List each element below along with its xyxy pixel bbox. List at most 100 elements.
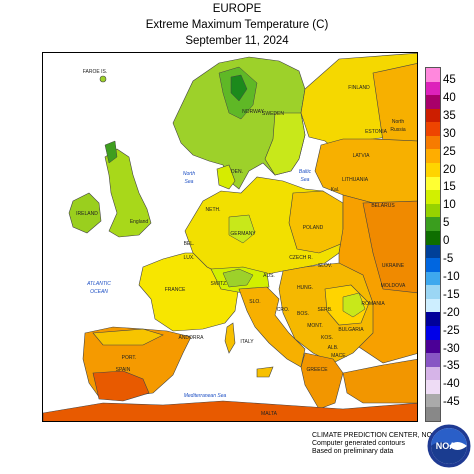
region-east-hot (362, 200, 417, 294)
legend-tick-label: 25 (443, 145, 456, 158)
legend-swatch (426, 163, 440, 178)
legend-tick-label: 20 (443, 163, 456, 176)
country-label: North (392, 119, 404, 125)
country-label: BULGARIA (338, 327, 364, 333)
legend-tick-label: 35 (443, 109, 456, 122)
legend-tick-label: -25 (443, 324, 460, 337)
country-label: BOS. (297, 311, 309, 317)
region-north-africa (43, 400, 417, 421)
country-label: GREECE (306, 367, 328, 373)
legend-swatch (426, 393, 440, 408)
legend-tick-label: -35 (443, 360, 460, 373)
region-russia-north (372, 63, 417, 144)
country-label: SPAIN (116, 367, 131, 373)
country-label: NORWAY (242, 109, 265, 115)
region-baltics (314, 138, 417, 204)
country-label: ANDORRA (178, 335, 204, 341)
sea-label: Baltic (299, 169, 312, 175)
region-iberia-north (92, 328, 164, 346)
legend-swatch (426, 366, 440, 381)
country-label: ALB. (328, 345, 339, 351)
country-label: ITALY (240, 339, 254, 345)
legend-tick-label: -10 (443, 270, 460, 283)
country-label: LITHUANIA (342, 177, 369, 183)
legend-swatch (426, 190, 440, 205)
country-label: SLOV. (318, 263, 332, 269)
country-label: MACE. (331, 353, 347, 359)
country-label: BEL. (184, 241, 195, 247)
country-label: BELARUS (371, 203, 395, 209)
legend-swatch (426, 122, 440, 137)
legend-swatch (426, 217, 440, 232)
legend-swatch (426, 407, 440, 422)
country-label: ESTONIA (365, 129, 388, 135)
region-greece (300, 352, 344, 410)
country-label: AUS. (263, 273, 275, 279)
legend-swatch (426, 312, 440, 327)
country-label: MALTA (261, 411, 278, 417)
region-denmark (216, 164, 236, 190)
country-label: IRELAND (76, 211, 98, 217)
legend-swatch (426, 353, 440, 368)
legend-swatch (426, 135, 440, 150)
region-britain (104, 148, 152, 238)
map-title: Extreme Maximum Temperature (C) (145, 19, 329, 31)
color-legend (425, 67, 441, 422)
country-label: SLO. (249, 299, 260, 305)
legend-swatch (426, 285, 440, 300)
legend-tick-label: 0 (443, 235, 450, 248)
country-label: HUNG. (297, 285, 313, 291)
legend-tick-label: 45 (443, 74, 456, 86)
legend-swatch (426, 108, 440, 123)
country-label: SWEDEN (262, 111, 284, 117)
region-italy (238, 286, 306, 368)
patch-carpathian (342, 292, 366, 318)
legend-tick-label: 40 (443, 91, 456, 104)
patch-scotland (104, 140, 118, 164)
region-iberia-hot (92, 370, 150, 402)
legend-tick-label: -30 (443, 342, 460, 355)
sea-label: Mediterranean Sea (184, 393, 227, 399)
legend-swatch (426, 271, 440, 286)
legend-swatch (426, 81, 440, 96)
legend-swatch (426, 203, 440, 218)
sea-label: Sea (185, 179, 194, 185)
legend-swatch (426, 95, 440, 110)
cool-patches (104, 66, 366, 318)
map-region-title: EUROPE (212, 3, 262, 15)
country-label: CZECH R. (289, 255, 313, 261)
region-poland (288, 190, 344, 254)
legend-tick-label: 15 (443, 181, 456, 194)
legend-swatch (426, 325, 440, 341)
footer-source: CLIMATE PREDICTION CENTER, NOAA (312, 432, 442, 439)
legend-tick-label: -40 (443, 378, 460, 391)
region-ireland (68, 192, 102, 234)
sea-label: North (183, 171, 195, 177)
footer-note: Computer generated contours (312, 440, 405, 447)
country-label: MONT. (307, 323, 323, 329)
country-label: KOS. (321, 335, 333, 341)
legend-swatch (426, 149, 440, 164)
legend-swatch (426, 339, 440, 354)
region-faroe (99, 75, 107, 83)
country-label: MOLDOVA (381, 283, 406, 289)
legend-tick-label: -5 (443, 253, 454, 265)
region-islands (224, 322, 274, 378)
noaa-logo-text: NOAA (436, 441, 463, 451)
country-label: LATVIA (353, 153, 371, 159)
country-label: Kal. (331, 187, 340, 193)
legend-tick-label: -15 (443, 288, 460, 301)
country-label: ROMANIA (361, 301, 385, 307)
map-date: September 11, 2024 (185, 35, 289, 47)
patch-germany-cool (228, 214, 256, 244)
legend-swatch (426, 258, 440, 273)
country-label: POLAND (303, 225, 324, 231)
country-label: FINLAND (348, 85, 370, 91)
sea-label: ATLANTIC (86, 281, 111, 287)
footer-note-2: Based on preliminary data (312, 448, 394, 455)
country-label: PORT. (122, 355, 137, 361)
temperature-map: FAROE IS. NORWAY SWEDEN FINLAND ESTONIA North… (42, 52, 418, 422)
legend-swatch (426, 230, 440, 245)
region-turkey (342, 359, 417, 404)
patch-norway-cold (230, 74, 248, 102)
